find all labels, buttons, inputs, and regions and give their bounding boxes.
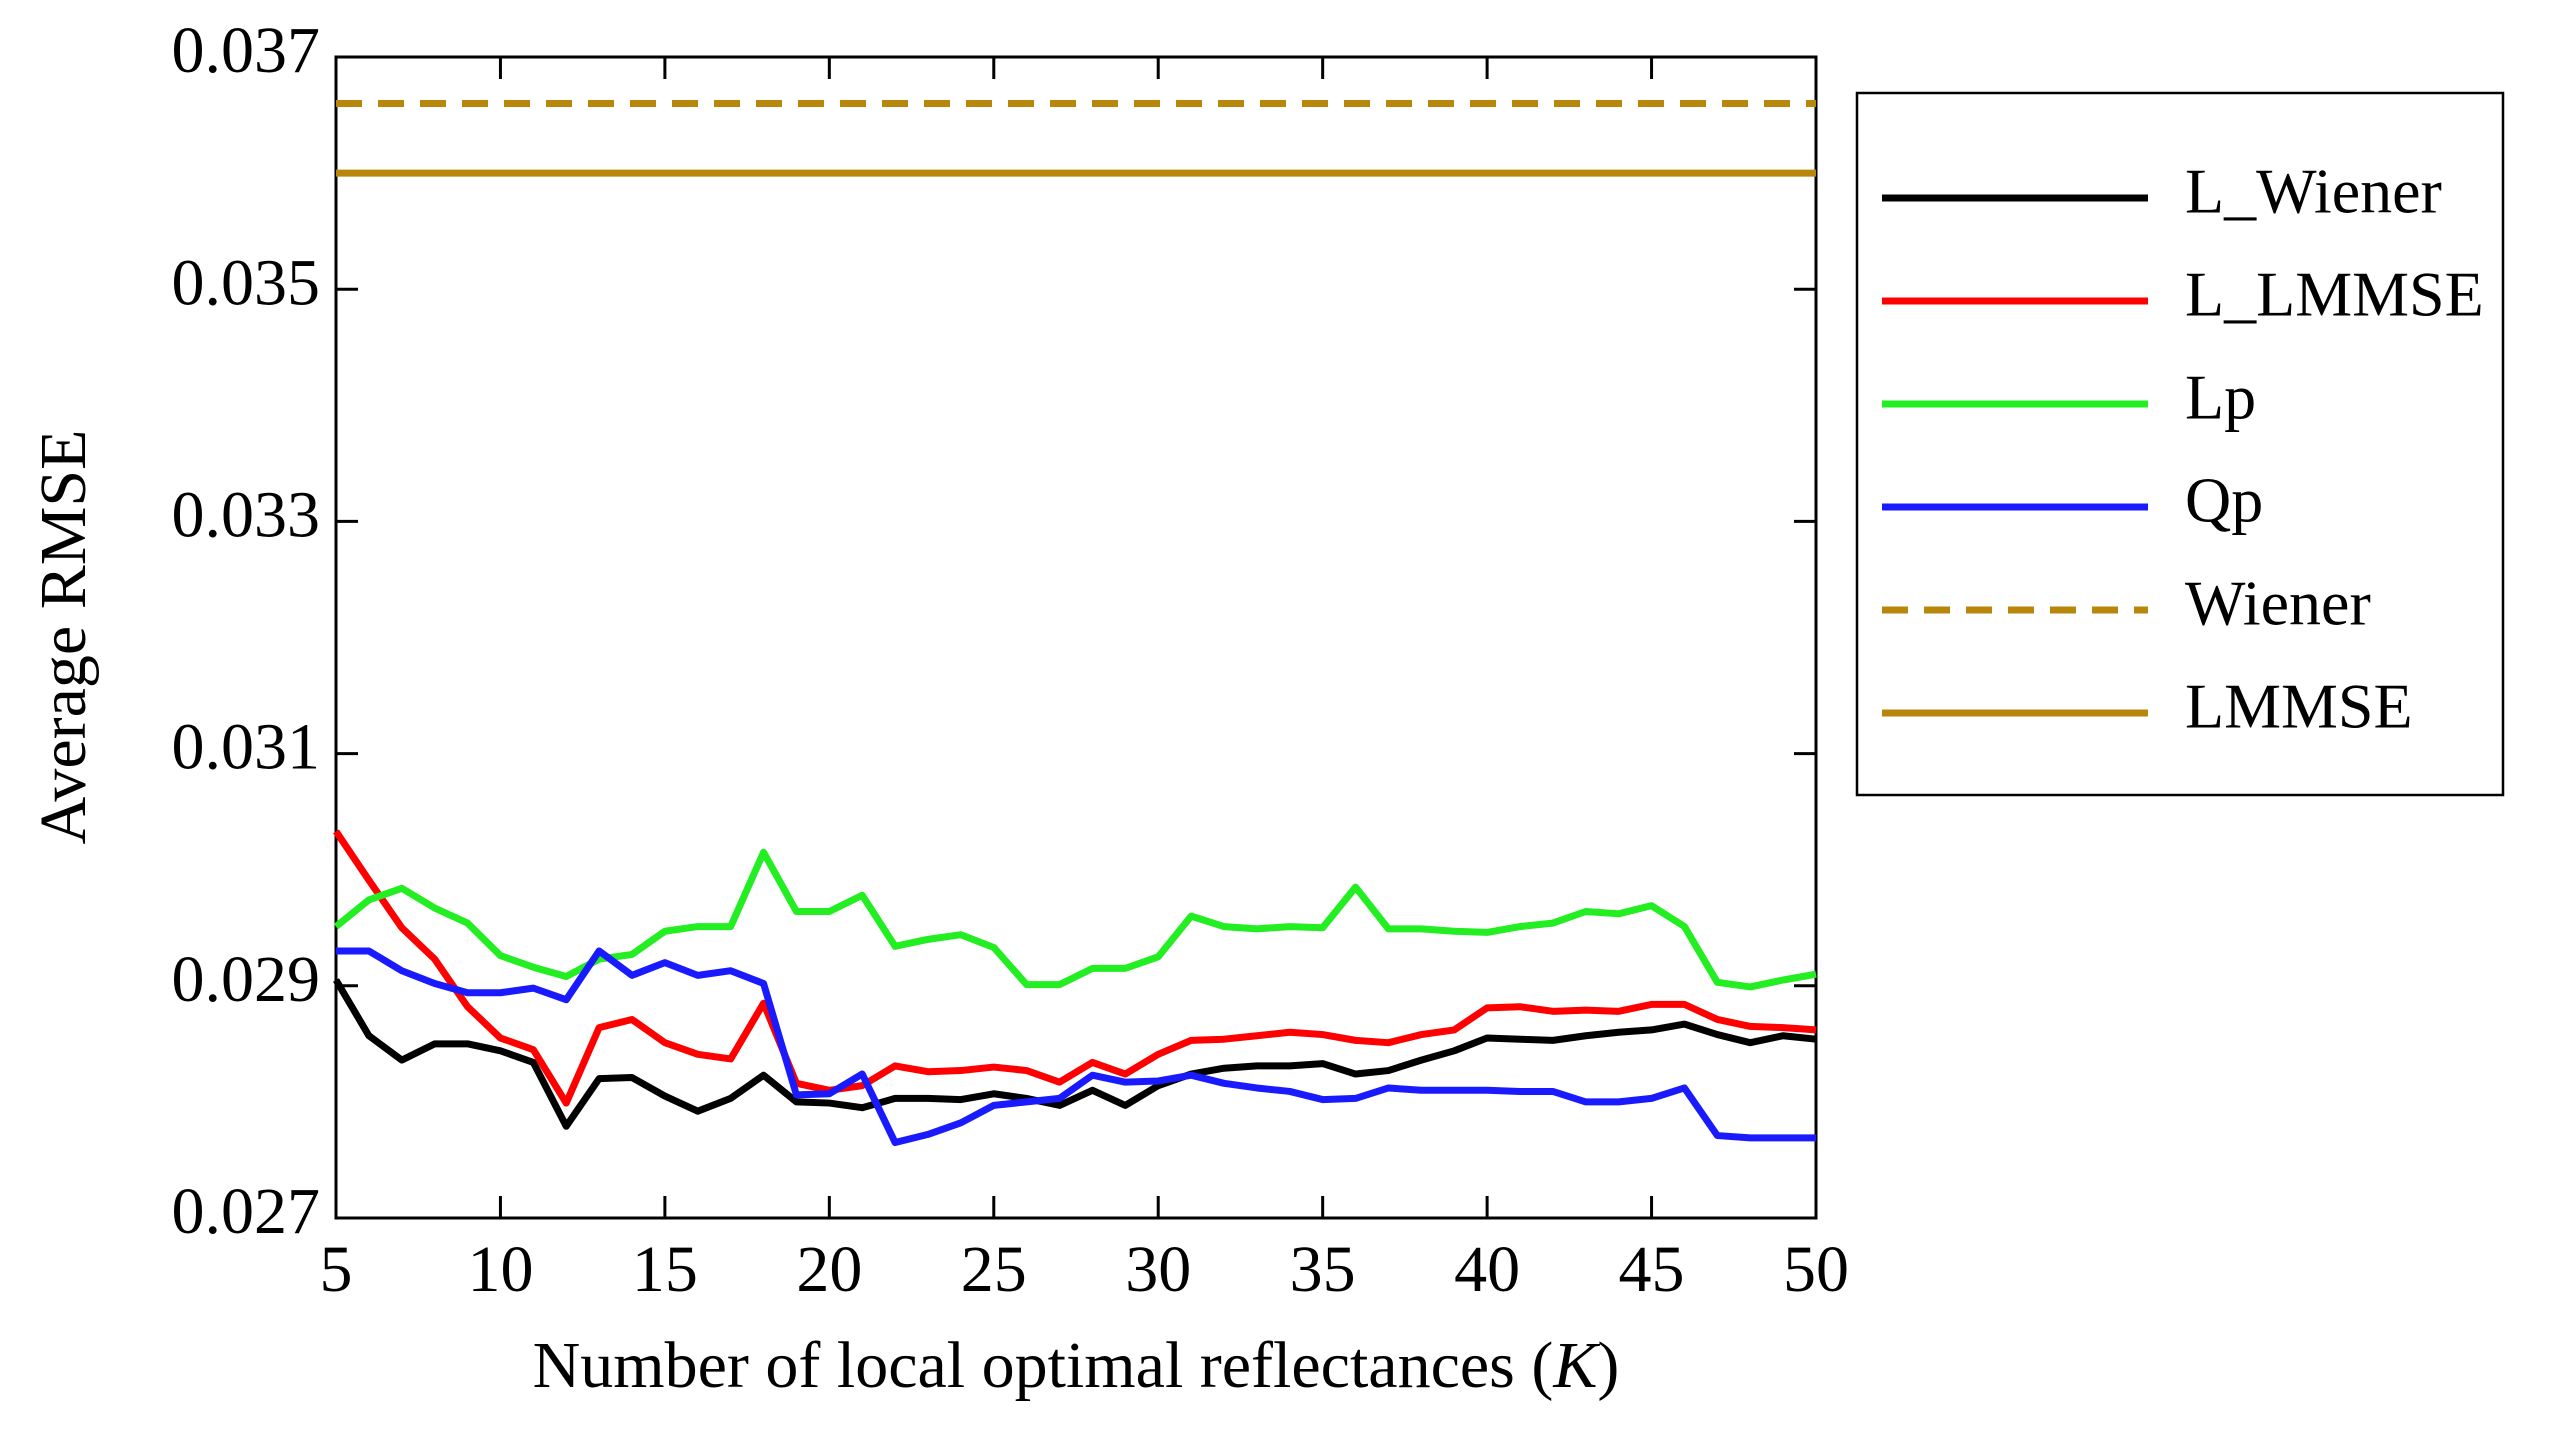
x-tick-label: 45: [1619, 1233, 1685, 1306]
x-tick-label: 10: [467, 1233, 533, 1306]
legend-label: LMMSE: [2185, 671, 2413, 742]
series-line: [333, 848, 1817, 991]
x-axis-label-var: K: [1552, 1329, 1600, 1402]
series-line: [333, 829, 1817, 1107]
x-tick-label: 15: [632, 1233, 698, 1306]
x-axis-label-text: Number of local optimal reflectances (: [533, 1329, 1554, 1402]
legend-label: Lp: [2185, 362, 2256, 433]
y-tick-label: 0.031: [172, 711, 321, 784]
legend-label: Wiener: [2185, 568, 2371, 639]
x-tick-label: 40: [1454, 1233, 1520, 1306]
y-tick-label: 0.029: [172, 943, 321, 1016]
x-tick-label: 5: [320, 1233, 353, 1306]
y-tick-label: 0.037: [172, 14, 321, 87]
x-tick-label: 30: [1125, 1233, 1191, 1306]
series-line: [336, 947, 1816, 1147]
x-axis-label-text: ): [1597, 1329, 1619, 1402]
x-tick-label: 50: [1783, 1233, 1849, 1306]
x-tick-label: 35: [1290, 1233, 1356, 1306]
y-tick-label: 0.027: [172, 1175, 321, 1248]
y-tick-label: 0.035: [172, 246, 321, 319]
x-tick-label: 25: [961, 1233, 1027, 1306]
x-axis-label: Number of local optimal reflectances (K): [533, 1329, 1620, 1402]
y-tick-label: 0.033: [172, 479, 321, 552]
legend-label: Qp: [2185, 465, 2263, 536]
series-line: [332, 978, 1817, 1130]
legend-box: [1855, 91, 2505, 797]
y-axis-label: Average RMSE: [27, 430, 100, 845]
x-tick-label: 20: [796, 1233, 862, 1306]
legend-label: L_LMMSE: [2185, 259, 2484, 330]
plot-frame: [334, 55, 1818, 1220]
legend-label: L_Wiener: [2185, 156, 2442, 227]
